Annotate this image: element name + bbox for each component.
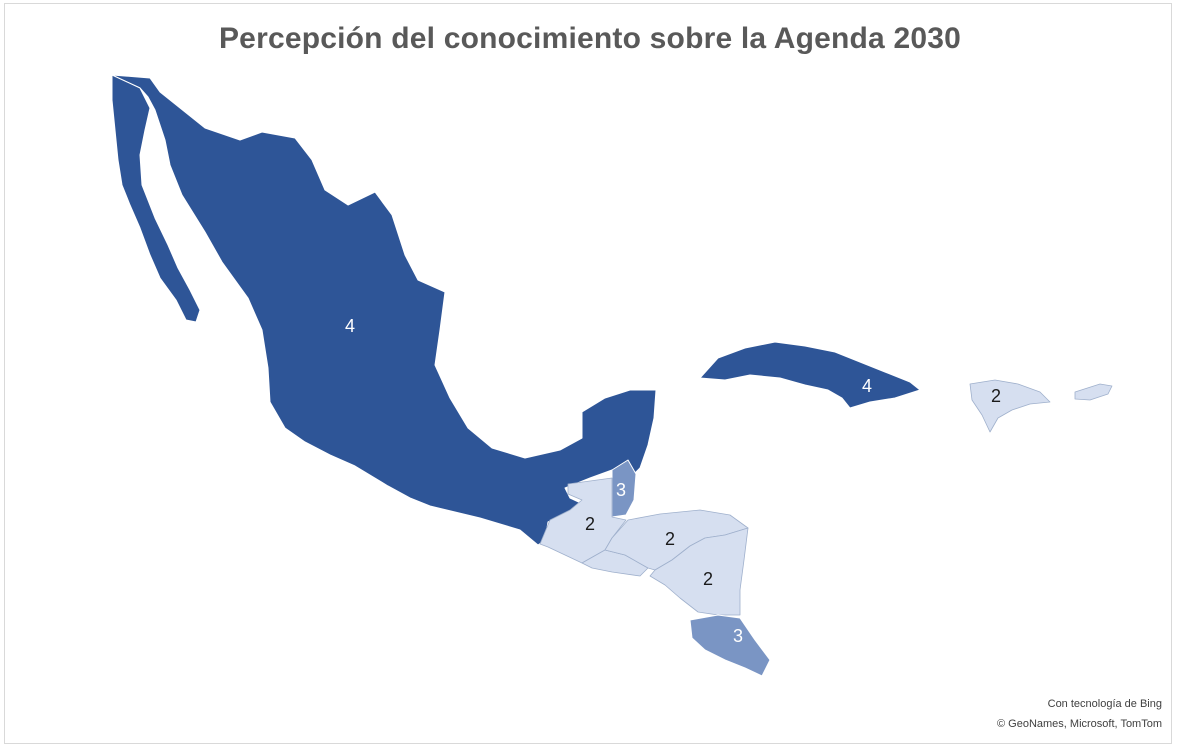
label-mexico: 4	[345, 316, 355, 336]
region-cuba[interactable]	[699, 341, 921, 409]
label-guatemala: 2	[585, 514, 595, 534]
region-nicaragua[interactable]	[649, 527, 749, 616]
region-guatemala[interactable]	[539, 477, 627, 564]
label-nicaragua: 2	[703, 569, 713, 589]
map-title: Percepción del conocimiento sobre la Age…	[218, 22, 962, 55]
label-dominican-republic: 2	[991, 386, 1001, 406]
region-mexico-baja[interactable]	[111, 74, 201, 323]
label-cuba: 4	[862, 376, 872, 396]
region-puerto-rico	[1074, 383, 1113, 401]
label-costa-rica: 3	[733, 626, 743, 646]
label-honduras: 2	[665, 529, 675, 549]
attribution-line-1: Con tecnología de Bing	[1047, 698, 1162, 710]
region-costa-rica[interactable]	[689, 614, 771, 677]
label-belize: 3	[616, 480, 626, 500]
region-dominican-republic[interactable]	[969, 379, 1051, 433]
attribution-line-2: © GeoNames, Microsoft, TomTom	[997, 718, 1162, 730]
